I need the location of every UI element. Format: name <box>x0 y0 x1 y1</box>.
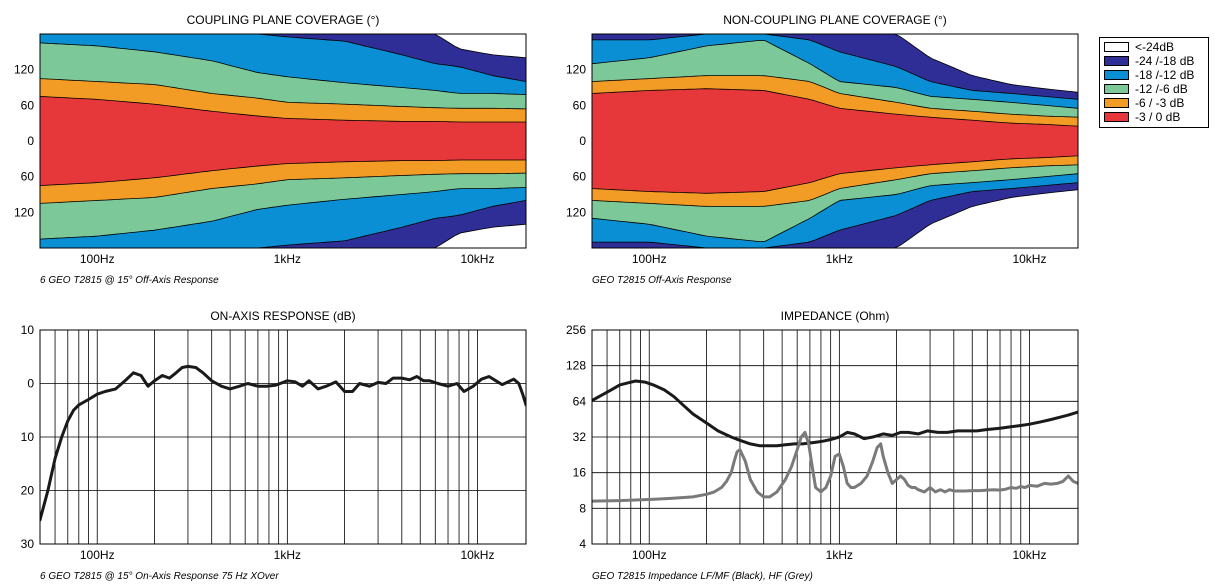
x-tick-label: 10kHz <box>1012 252 1046 266</box>
legend-entry: -12 /-6 dB <box>1100 82 1208 96</box>
series <box>592 379 1078 503</box>
legend-swatch <box>1104 84 1129 94</box>
y-tick-label: 0 <box>27 377 34 391</box>
legend-label: -3 / 0 dB <box>1135 110 1181 124</box>
chart-caption: 6 GEO T2815 @ 15° Off-Axis Response <box>40 275 219 286</box>
x-ticks: 100Hz 1kHz 10kHz <box>632 548 1047 562</box>
y-tick-label: 120 <box>14 63 34 77</box>
y-tick-label: 120 <box>566 205 586 219</box>
legend-entry: -6 / -3 dB <box>1100 96 1208 110</box>
x-ticks: 100Hz 1kHz 10kHz <box>80 548 495 562</box>
y-tick-label: 60 <box>573 170 587 184</box>
y-ticks: 256 128 64 32 16 8 4 <box>566 323 586 551</box>
x-tick-label: 100Hz <box>80 252 115 266</box>
y-tick-label: 60 <box>21 98 35 112</box>
coverage-contours <box>592 34 1078 248</box>
legend-entry: -24 /-18 dB <box>1100 54 1208 68</box>
y-tick-label: 32 <box>573 430 587 444</box>
y-tick-label: 0 <box>27 134 34 148</box>
x-tick-label: 10kHz <box>460 548 494 562</box>
y-tick-label: 120 <box>566 63 586 77</box>
grid <box>40 329 526 545</box>
x-tick-label: 1kHz <box>826 252 853 266</box>
legend-label: -6 / -3 dB <box>1135 96 1185 110</box>
y-tick-label: 0 <box>579 134 586 148</box>
coverage-contours <box>40 34 526 248</box>
chart-title: IMPEDANCE (Ohm) <box>781 309 890 323</box>
legend-label: -24 /-18 dB <box>1135 54 1195 68</box>
y-tick-label: 60 <box>21 170 35 184</box>
contour-region <box>592 88 1078 194</box>
y-ticks: 10 0 10 20 30 <box>21 323 35 551</box>
legend-label: -12 /-6 dB <box>1135 82 1188 96</box>
plot-frame <box>39 329 527 545</box>
legend: <-24dB -24 /-18 dB -18 /-12 dB -12 /-6 dB -6… <box>1099 37 1209 128</box>
y-tick-label: 20 <box>21 484 35 498</box>
panel-on-axis-response: ON-AXIS RESPONSE (dB) 100Hz 1kHz 10kHz 100… <box>21 309 527 582</box>
legend-swatch <box>1104 112 1129 122</box>
y-tick-label: 10 <box>21 323 35 337</box>
x-tick-label: 1kHz <box>274 252 301 266</box>
x-ticks: 100Hz 1kHz 10kHz <box>80 252 495 266</box>
panel-coupling-plane: COUPLING PLANE COVERAGE (°) 100Hz 1kHz 10k… <box>14 13 527 286</box>
y-tick-label: 10 <box>21 430 35 444</box>
y-tick-label: 16 <box>573 466 587 480</box>
series-line <box>40 364 526 522</box>
legend-swatch <box>1104 56 1129 66</box>
legend-label: <-24dB <box>1135 40 1175 54</box>
x-tick-label: 10kHz <box>1012 548 1046 562</box>
contour-region <box>40 95 526 187</box>
y-tick-label: 128 <box>566 359 586 373</box>
y-ticks: 120 60 0 60 120 <box>566 63 586 220</box>
chart-title: NON-COUPLING PLANE COVERAGE (°) <box>723 13 947 27</box>
x-tick-label: 100Hz <box>632 252 667 266</box>
x-tick-label: 10kHz <box>460 252 494 266</box>
chart-title: ON-AXIS RESPONSE (dB) <box>210 309 355 323</box>
series-line <box>592 379 1078 448</box>
chart-caption: GEO T2815 Off-Axis Response <box>592 275 732 286</box>
y-tick-label: 256 <box>566 323 586 337</box>
legend-entry: -3 / 0 dB <box>1100 110 1208 124</box>
legend-swatch <box>1104 42 1129 52</box>
y-tick-label: 30 <box>21 537 35 551</box>
y-tick-label: 60 <box>573 98 587 112</box>
plot-frame <box>39 33 527 249</box>
plot-frame <box>591 329 1079 545</box>
series <box>40 364 526 522</box>
y-tick-label: 120 <box>14 205 34 219</box>
y-tick-label: 4 <box>579 537 586 551</box>
x-ticks: 100Hz 1kHz 10kHz <box>632 252 1047 266</box>
y-tick-label: 8 <box>579 501 586 515</box>
plot-frame <box>591 33 1079 249</box>
legend-swatch <box>1104 70 1129 80</box>
x-tick-label: 100Hz <box>632 548 667 562</box>
panel-non-coupling-plane: NON-COUPLING PLANE COVERAGE (°) 100Hz 1kH… <box>566 13 1079 286</box>
panel-impedance: IMPEDANCE (Ohm) 100Hz 1kHz 10kHz 256 128 64 3… <box>566 309 1079 582</box>
y-tick-label: 64 <box>573 394 587 408</box>
x-tick-label: 1kHz <box>274 548 301 562</box>
legend-entry: <-24dB <box>1100 40 1208 54</box>
x-tick-label: 1kHz <box>826 548 853 562</box>
legend-entry: -18 /-12 dB <box>1100 68 1208 82</box>
legend-swatch <box>1104 98 1129 108</box>
series-line <box>592 430 1078 503</box>
chart-caption: GEO T2815 Impedance LF/MF (Black), HF (G… <box>592 571 813 582</box>
chart-title: COUPLING PLANE COVERAGE (°) <box>187 13 380 27</box>
legend-label: -18 /-12 dB <box>1135 68 1195 82</box>
chart-caption: 6 GEO T2815 @ 15° On-Axis Response 75 Hz… <box>40 571 279 582</box>
x-tick-label: 100Hz <box>80 548 115 562</box>
y-ticks: 120 60 0 60 120 <box>14 63 34 220</box>
